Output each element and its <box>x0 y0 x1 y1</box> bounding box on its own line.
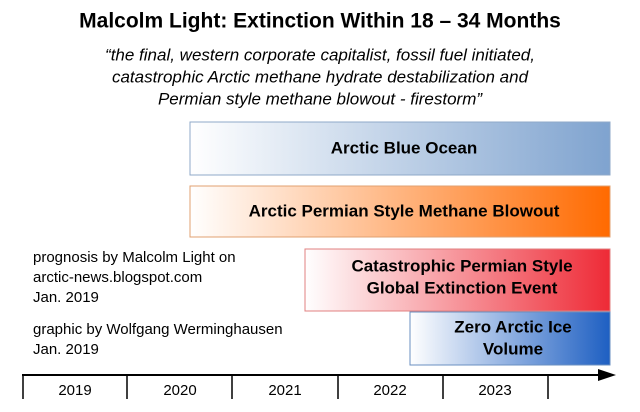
year-label: 2020 <box>163 382 196 399</box>
note-line: Jan. 2019 <box>33 341 99 358</box>
year-label: 2022 <box>373 382 406 399</box>
year-label: 2021 <box>268 382 301 399</box>
quote-line: catastrophic Arctic methane hydrate dest… <box>112 67 529 86</box>
bar-label: Volume <box>483 339 543 358</box>
note-line: graphic by Wolfgang Werminghausen <box>33 321 283 338</box>
axis-ticks <box>22 375 549 399</box>
phase-bar <box>409 311 611 366</box>
quote-line: Permian style methane blowout - firestor… <box>158 89 483 108</box>
note-line: Jan. 2019 <box>33 289 99 306</box>
year-label: 2023 <box>478 382 511 399</box>
quote-line: “the final, western corporate capitalist… <box>105 45 535 64</box>
phase-bar <box>304 248 611 312</box>
bar-label: Zero Arctic Ice <box>454 317 571 336</box>
axis-arrow <box>598 369 616 381</box>
year-label: 2019 <box>58 382 91 399</box>
bar-label: Arctic Permian Style Methane Blowout <box>249 201 560 220</box>
note-line: arctic-news.blogspot.com <box>33 269 202 286</box>
bar-label: Global Extinction Event <box>367 278 558 297</box>
phase-bar <box>189 185 611 238</box>
note-line: prognosis by Malcolm Light on <box>33 249 236 266</box>
title: Malcolm Light: Extinction Within 18 – 34… <box>79 10 561 33</box>
phase-bar <box>189 121 611 176</box>
bar-label: Arctic Blue Ocean <box>331 138 477 157</box>
bar-label: Catastrophic Permian Style <box>351 256 572 275</box>
